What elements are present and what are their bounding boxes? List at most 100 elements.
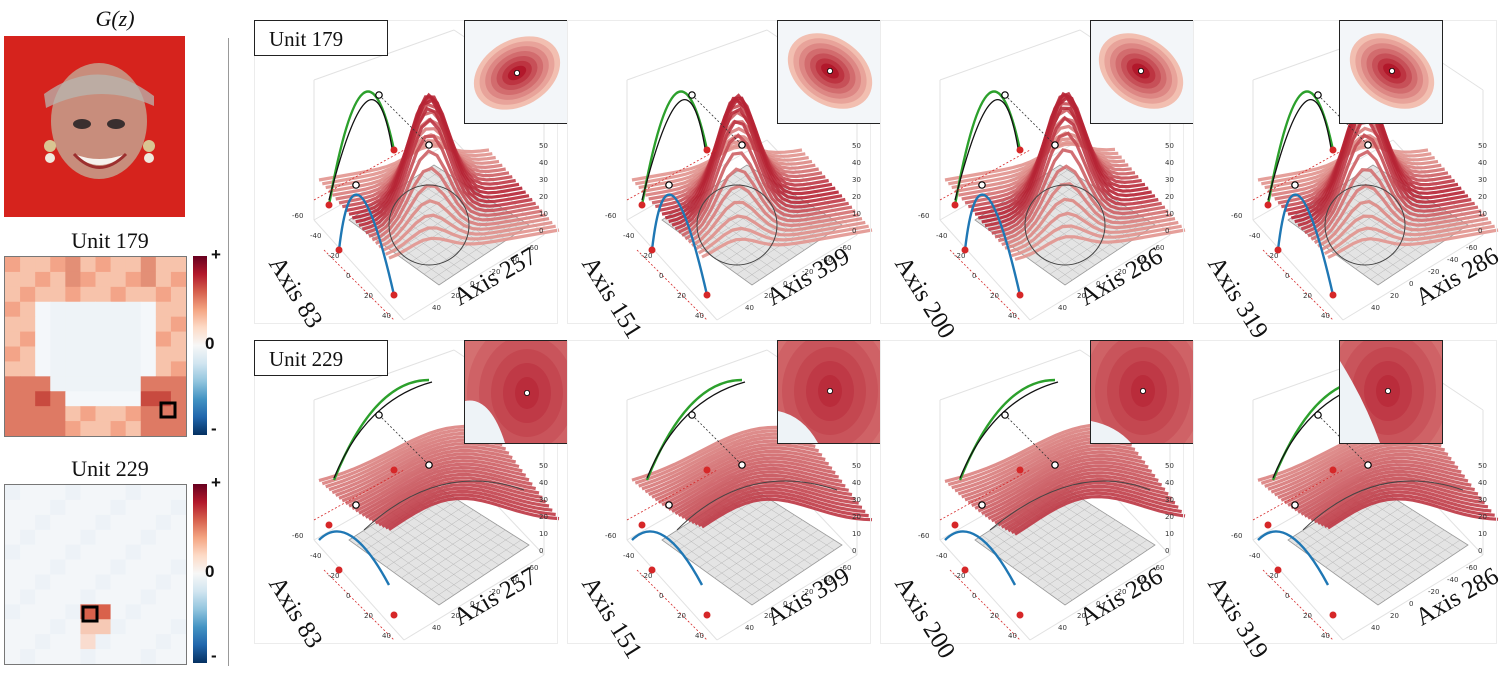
black-projection-curve [954,99,1019,201]
heatmap-cell [80,529,96,546]
red-endpoint-marker [325,521,333,529]
surface-strip [1014,494,1186,536]
red-dashed-guide [626,149,718,201]
surface-strip [978,91,1149,220]
red-endpoint-marker [325,201,333,209]
heatmap-cell [95,529,112,546]
heatmap-cell [155,589,172,605]
red-endpoint-marker [703,466,711,474]
heatmap-cell [80,346,96,362]
surface-strip [1317,487,1489,525]
heatmap-cell [35,376,51,392]
heatmap-cell [80,376,96,392]
heatmap-cell [5,485,21,501]
heatmap-cell [5,257,21,273]
heatmap-cell [140,391,157,407]
heatmap-cell [155,514,172,531]
red-endpoint-marker [390,466,398,474]
heatmap-cell [20,406,36,422]
axis-tick-label: 0 [346,272,350,280]
heatmap-cell [65,649,81,665]
axis-tick-label: 40 [745,624,754,632]
heatmap-cell [50,529,66,546]
heatmap-cell [35,619,51,635]
heatmap-cell [170,499,187,516]
axis-tick-label: -20 [1267,572,1278,580]
surface-strip [1001,182,1172,247]
z-tick-label: 10 [1165,210,1174,218]
black-projection-curve [333,381,433,479]
contour-inset-plot [1349,33,1435,109]
heatmap-cell [20,499,36,516]
inset-current-point [1389,68,1396,75]
surface-strip [651,446,823,499]
heatmap-cell [95,406,112,422]
heatmap-cell [95,286,112,303]
heatmap-cell [140,544,157,561]
axis-tick-label: 0 [1096,600,1100,608]
axis-tick-label: -60 [840,564,851,572]
heatmap-cell [125,634,142,650]
heatmap-cell [35,485,51,501]
axis-tick-label: 40 [1371,624,1380,632]
heatmap-cell [155,485,172,501]
panel-frame [880,20,1184,324]
heatmap-cell [155,421,172,437]
heatmap-cell [65,559,81,575]
heatmap-cell [140,257,157,273]
heatmap-cell [5,574,21,590]
heatmap-cell [170,485,187,501]
heatmap-cell [65,574,81,590]
current-point-marker [978,181,986,189]
surface-strip [384,493,556,530]
heatmap-cell [50,421,66,437]
heatmap-cell [170,619,187,635]
heatmap-cell [125,559,142,575]
red-endpoint-marker [703,291,711,299]
heatmap-cell [35,271,51,288]
heatmap-cell [80,499,96,516]
z-tick-label: 20 [1165,513,1174,521]
heatmap-cell [65,301,81,318]
axis-tick-label: -20 [489,588,500,596]
axis-tick-label: 20 [1390,292,1399,300]
panel-frame [880,340,1184,644]
panel-frame [254,340,558,644]
surface-strip [677,473,849,517]
heatmap-cell [125,316,142,333]
heatmap-cell [155,406,172,422]
heatmap-cell [35,361,51,377]
heatmap-cell [125,331,142,347]
surface-strip [1320,490,1492,527]
heatmap-cell [5,619,21,635]
heatmap-cell [110,271,127,288]
z-tick-label: 30 [852,496,861,504]
unit-179-colorbar-bottom-tick: - [211,419,217,438]
heatmap-cell [125,376,142,392]
contour-inset [1071,305,1215,477]
heatmap-cell [5,634,21,650]
z-tick-label: 50 [539,462,548,470]
inset-current-point [827,68,834,75]
heatmap-cell [110,559,127,575]
heatmap-cell [20,286,36,303]
axis-box-line [626,219,718,321]
axis-tick-label: -40 [1134,256,1145,264]
panel-frame [254,20,558,324]
axis-tick-label: -20 [1428,588,1439,596]
axis-tick-label: -60 [840,244,851,252]
axis-tick-label: -40 [508,256,519,264]
heatmap-cell [20,346,36,362]
heatmap-cell [110,331,127,347]
surface-strip [361,469,533,517]
heatmap-cell [110,421,127,437]
heatmap-cell [20,421,36,437]
grid-line [1052,169,1148,231]
surface-strip [691,487,863,524]
inset-current-point [524,390,531,397]
surface-strip [388,228,560,260]
heatmap-cell [155,619,172,635]
heatmap-cell [125,421,142,437]
red-endpoint-marker [1329,146,1337,154]
surface-strip [1014,228,1186,261]
